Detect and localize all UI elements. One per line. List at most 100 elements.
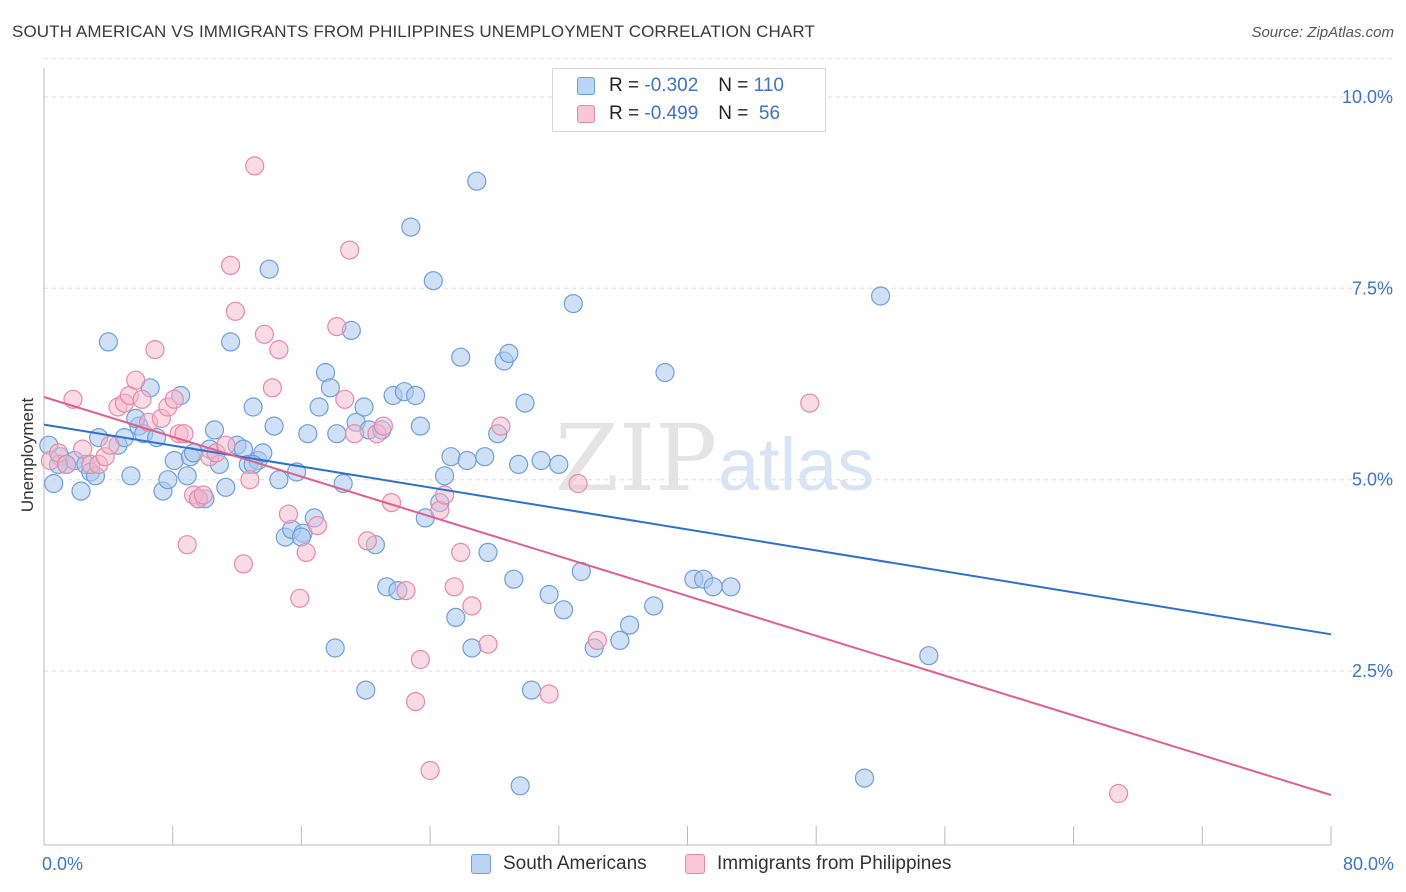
data-point-philippines (240, 470, 260, 490)
data-point-south-americans (309, 397, 329, 417)
data-point-south-americans (423, 271, 443, 291)
data-point-south-americans (563, 294, 583, 314)
data-point-south-americans (510, 776, 530, 796)
data-point-philippines (296, 542, 316, 563)
data-point-philippines (145, 340, 165, 360)
y-tick-label: 10.0% (1342, 87, 1393, 107)
data-point-south-americans (721, 577, 741, 597)
data-point-south-americans (98, 332, 119, 352)
data-point-philippines (221, 255, 241, 275)
data-point-south-americans (553, 600, 574, 620)
data-point-south-americans (655, 362, 675, 383)
chart-title: SOUTH AMERICAN VS IMMIGRANTS FROM PHILIP… (12, 22, 815, 41)
data-point-south-americans (919, 646, 939, 666)
data-point-south-americans (320, 378, 340, 398)
data-point-philippines (1108, 783, 1129, 804)
data-point-south-americans (44, 473, 64, 494)
data-point-philippines (451, 542, 471, 563)
data-point-philippines (396, 580, 416, 601)
data-point-south-americans (508, 454, 529, 474)
x-tick-label: 0.0% (42, 854, 83, 874)
data-point-south-americans (401, 217, 421, 237)
bottom-legend-label: Immigrants from Philippines (717, 853, 952, 874)
data-point-philippines (420, 760, 440, 781)
data-point-south-americans (549, 454, 569, 474)
data-point-south-americans (515, 393, 535, 413)
data-point-philippines (126, 370, 146, 390)
data-point-south-americans (478, 542, 498, 563)
watermark-zip: ZIP (555, 405, 717, 512)
data-point-philippines (132, 389, 152, 409)
data-point-south-americans (462, 638, 482, 658)
x-tick-label: 80.0% (1343, 854, 1394, 874)
legend-n-label: N = (718, 103, 749, 124)
data-point-philippines (410, 649, 430, 670)
trend-lines (43, 396, 1332, 796)
data-point-south-americans (467, 171, 487, 191)
legend-r-label: R = (609, 75, 640, 96)
data-point-south-americans (457, 450, 477, 471)
data-point-south-americans (327, 424, 347, 444)
data-point-philippines (177, 535, 197, 555)
bottom-legend-philippines: Immigrants from Philippines (685, 853, 951, 875)
y-axis-label: Unemployment (18, 398, 37, 513)
data-point-philippines (335, 389, 355, 409)
legend-swatch-pink (577, 105, 595, 123)
data-point-philippines (290, 588, 310, 608)
data-point-philippines (307, 515, 328, 536)
data-point-south-americans (177, 466, 197, 486)
data-point-south-americans (441, 447, 461, 467)
data-point-philippines (587, 630, 608, 651)
data-point-philippines (357, 531, 377, 551)
data-point-south-americans (610, 630, 630, 651)
series-philippines (40, 156, 1129, 804)
data-point-philippines (72, 439, 93, 459)
trend-line-south-americans (43, 423, 1332, 636)
data-point-south-americans (259, 259, 279, 279)
bottom-legend-label: South Americans (503, 853, 647, 874)
data-point-philippines (56, 454, 77, 474)
data-point-philippines (245, 156, 265, 176)
data-point-philippines (233, 554, 254, 574)
data-point-south-americans (539, 584, 559, 605)
data-point-south-americans (504, 569, 524, 589)
data-point-south-americans (521, 680, 542, 700)
legend-n-value: 110 (753, 75, 784, 96)
data-point-philippines (262, 378, 282, 398)
data-point-south-americans (406, 385, 426, 406)
watermark: ZIP atlas (555, 405, 874, 512)
data-point-philippines (444, 577, 464, 597)
legend-n-value: 56 (753, 103, 781, 124)
data-point-south-americans (184, 443, 204, 463)
data-point-south-americans (703, 577, 723, 597)
data-point-south-americans (216, 477, 236, 497)
data-point-philippines (278, 504, 299, 524)
legend-r-value: -0.499 (644, 103, 699, 124)
legend-row-blue: R = -0.302 N = 110 (577, 74, 784, 98)
y-tick-label: 7.5% (1352, 278, 1393, 298)
data-point-philippines (478, 634, 498, 654)
data-point-philippines (327, 317, 347, 337)
data-point-philippines (406, 691, 426, 712)
y-tick-label: 5.0% (1352, 470, 1393, 490)
chart-source: Source: ZipAtlas.com (1251, 24, 1394, 41)
data-point-philippines (568, 473, 588, 494)
data-point-philippines (100, 435, 120, 455)
data-point-south-americans (121, 466, 141, 486)
gridlines (44, 58, 1392, 672)
data-point-south-americans (325, 638, 345, 658)
bottom-legend-swatch-blue (471, 854, 491, 874)
data-point-philippines (344, 424, 365, 444)
data-point-philippines (462, 596, 482, 616)
data-point-south-americans (619, 615, 640, 635)
data-point-south-americans (298, 424, 318, 444)
bottom-legend-swatch-pink (685, 854, 705, 874)
legend-n-label: N = (718, 75, 749, 96)
data-point-philippines (491, 416, 511, 436)
legend-row-pink: R = -0.499 N = 56 (577, 102, 780, 126)
legend-r-label: R = (609, 103, 640, 124)
data-point-south-americans (644, 596, 664, 616)
legend-swatch-blue (577, 77, 595, 95)
data-point-south-americans (446, 607, 466, 628)
